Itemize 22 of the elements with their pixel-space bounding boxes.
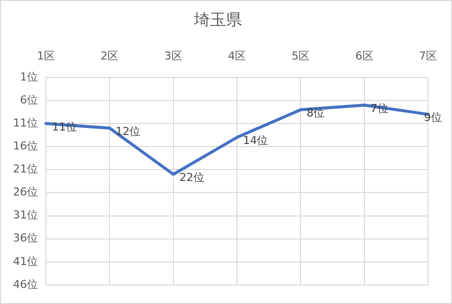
y-tick-label: 11位	[12, 116, 38, 130]
data-label: 12位	[116, 125, 141, 138]
x-tick-label: 7区	[419, 50, 437, 63]
x-tick-label: 6区	[355, 50, 374, 63]
x-tick-label: 1区	[36, 50, 55, 63]
data-label: 22位	[179, 171, 204, 184]
y-tick-label: 21位	[12, 162, 38, 176]
y-tick-label: 31位	[12, 208, 38, 222]
y-tick-label: 6位	[20, 93, 38, 106]
x-tick-label: 2区	[100, 50, 119, 63]
x-tick-label: 3区	[164, 50, 182, 63]
y-tick-label: 41位	[12, 254, 38, 268]
data-label: 14位	[243, 134, 268, 148]
y-tick-label: 16位	[12, 139, 38, 152]
x-tick-label: 5区	[292, 50, 310, 63]
y-tick-label: 26位	[12, 186, 38, 199]
x-tick-label: 4区	[228, 50, 246, 63]
y-tick-label: 1位	[20, 70, 38, 84]
y-tick-label: 46位	[12, 278, 38, 291]
y-tick-label: 36位	[12, 232, 38, 245]
chart-title: 埼玉県	[193, 10, 242, 29]
data-label: 8位	[306, 106, 325, 120]
